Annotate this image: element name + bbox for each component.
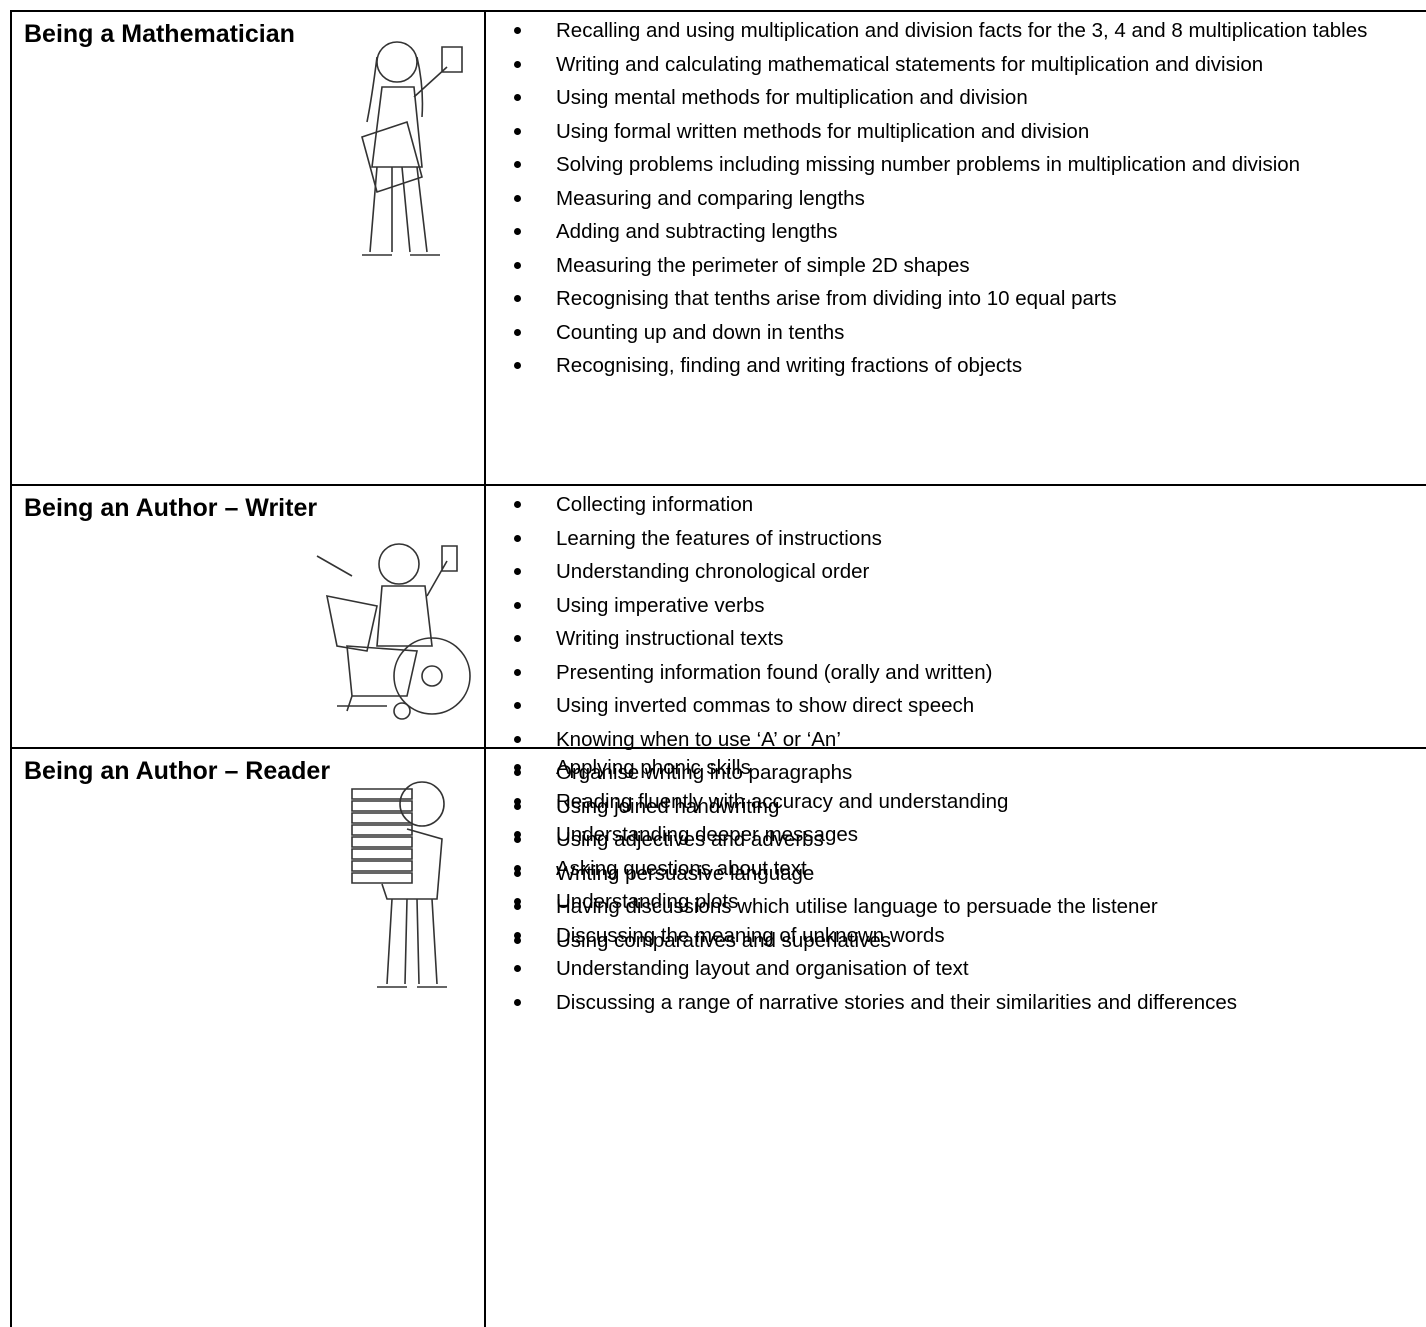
bullet-list: Applying phonic skills Reading fluently w… [512, 751, 1384, 1019]
bullet-item: Collecting information [512, 488, 1384, 522]
row-title: Being an Author – Writer [24, 494, 318, 522]
bullet-item: Understanding chronological order [512, 555, 1384, 589]
bullet-item: Understanding layout and organisation of… [512, 952, 1384, 986]
column-divider [484, 12, 486, 486]
bullet-list: Recalling and using multiplication and d… [512, 14, 1384, 383]
bullet-item: Understanding deeper messages [512, 818, 1384, 852]
bullet-item: Solving problems including missing numbe… [512, 148, 1384, 182]
bullet-item: Counting up and down in tenths [512, 316, 1384, 350]
bullet-item: Using mental methods for multiplication … [512, 81, 1384, 115]
column-divider [484, 486, 486, 749]
bullet-item: Using formal written methods for multipl… [512, 115, 1384, 149]
bullet-item: Recognising, finding and writing fractio… [512, 349, 1384, 383]
row-title: Being a Mathematician [24, 20, 295, 48]
bullet-item: Using imperative verbs [512, 589, 1384, 623]
bullet-item: Understanding plots [512, 885, 1384, 919]
bullet-item: Measuring the perimeter of simple 2D sha… [512, 249, 1384, 283]
row-title: Being an Author – Reader [24, 757, 331, 785]
illustration [316, 543, 471, 720]
bullet-item: Writing and calculating mathematical sta… [512, 48, 1384, 82]
table-row: Being an Author – Writer Collecting info… [10, 484, 1426, 952]
bullet-item: Using comparatives and superlatives [512, 924, 1384, 958]
bullet-item: Asking questions about text [512, 852, 1384, 886]
bullet-item: Using adjectives and adverbs [512, 823, 1384, 857]
bullet-item: Discussing a range of narrative stories … [512, 986, 1384, 1020]
bullet-item: Recognising that tenths arise from divid… [512, 282, 1384, 316]
bullet-item: Adding and subtracting lengths [512, 215, 1384, 249]
bullet-item: Organise writing into paragraphs [512, 756, 1384, 790]
bullet-item: Recalling and using multiplication and d… [512, 14, 1384, 48]
column-divider [484, 749, 486, 1327]
bullet-item: Using joined handwriting [512, 790, 1384, 824]
bullet-item: Presenting information found (orally and… [512, 656, 1384, 690]
bullet-item: Using inverted commas to show direct spe… [512, 689, 1384, 723]
bullet-list: Collecting information Learning the featu… [512, 488, 1384, 957]
bullet-item: Writing instructional texts [512, 622, 1384, 656]
bullet-item: Reading fluently with accuracy and under… [512, 785, 1384, 819]
bullet-item: Measuring and comparing lengths [512, 182, 1384, 216]
bullet-item: Writing persuasive language [512, 857, 1384, 891]
illustration [361, 41, 463, 256]
table-row: Being a Mathematician Recalling and usin… [10, 10, 1426, 486]
illustration [351, 781, 447, 988]
bullet-item: Learning the features of instructions [512, 522, 1384, 556]
bullet-item: Knowing when to use ‘A’ or ‘An’ [512, 723, 1384, 757]
bullet-item: Applying phonic skills [512, 751, 1384, 785]
table-row: Being an Author – Reader Applying phonic… [10, 747, 1426, 1327]
bullet-item: Having discussions which utilise languag… [512, 890, 1384, 924]
bullet-item: Discussing the meaning of unknown words [512, 919, 1384, 953]
